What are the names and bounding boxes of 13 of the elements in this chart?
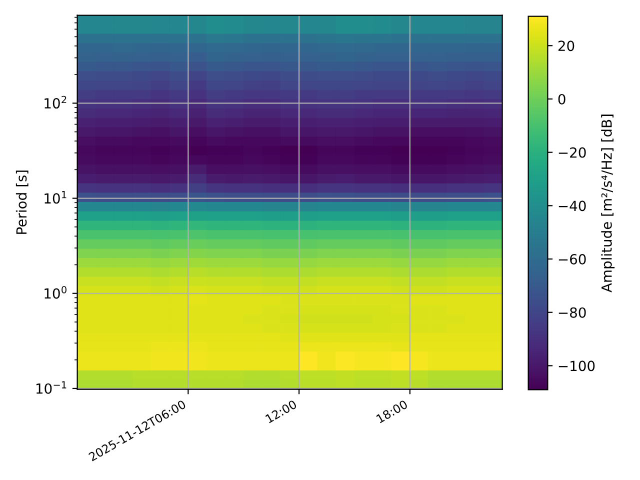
y-tick-label: 10$^{0}$ [44, 286, 66, 299]
color-bar-label: −40 [558, 200, 586, 212]
color-bar-label: 0 [558, 94, 566, 104]
color-bar-label: −80 [558, 307, 586, 318]
y-tick-label: 10$^{−1}$ [36, 381, 66, 394]
color-bar-label: −100 [558, 360, 595, 372]
color-bar-label: 20 [558, 40, 574, 52]
y-tick-label: 10$^{2}$ [44, 96, 66, 109]
color-bar-title: Amplitude [m²/s⁴/Hz] [dB] [601, 114, 615, 292]
y-axis-title: Period [s] [16, 170, 28, 234]
color-bar-label: −60 [558, 254, 586, 264]
y-tick-label: 10$^{1}$ [44, 191, 66, 204]
color-bar-label: −20 [558, 147, 586, 158]
